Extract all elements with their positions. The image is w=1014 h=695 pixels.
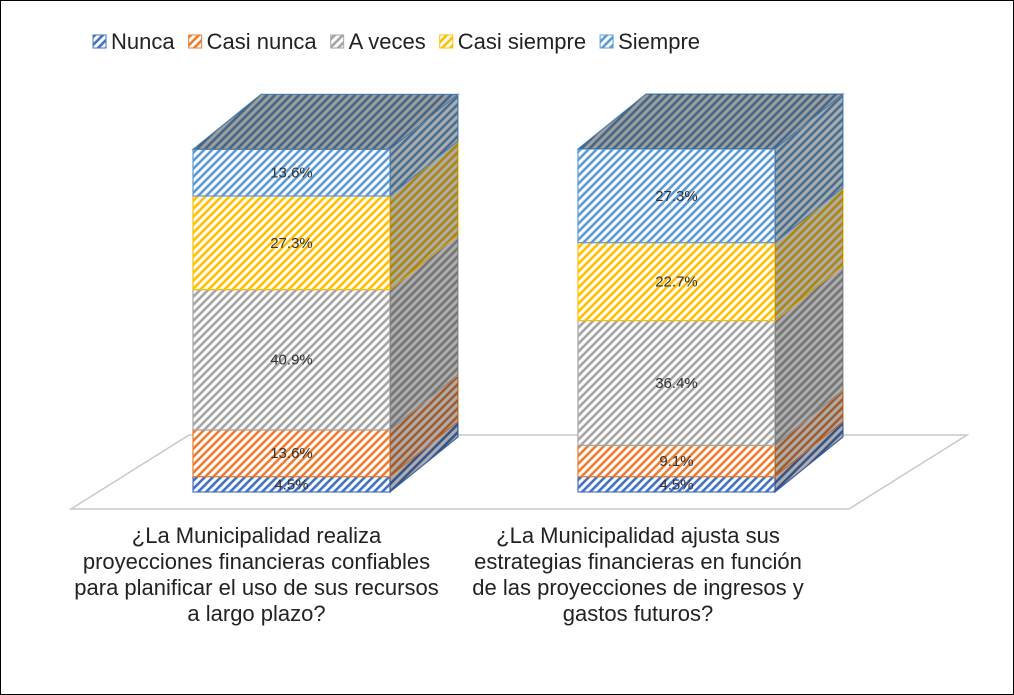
- category-label: ¿La Municipalidad realiza proyecciones f…: [74, 523, 439, 626]
- bar-top-shade: [578, 94, 843, 149]
- bar-top: [576, 93, 845, 150]
- data-label: 36.4%: [655, 375, 698, 392]
- bar-side-shade: [775, 187, 843, 321]
- bar-side-shade: [390, 421, 458, 492]
- data-label: 27.3%: [655, 188, 698, 205]
- bar-segment: [192, 195, 391, 291]
- data-label: 40.9%: [270, 352, 313, 369]
- data-label: 22.7%: [655, 274, 698, 291]
- legend-label: A veces: [349, 29, 426, 54]
- floor: [68, 434, 970, 510]
- legend-swatch: [599, 34, 614, 49]
- legend-swatch: [92, 34, 107, 49]
- legend-label: Siempre: [618, 29, 700, 54]
- legend-swatch: [439, 34, 454, 49]
- bar-segment: [192, 289, 391, 431]
- data-label: 4.5%: [659, 476, 693, 493]
- data-label: 13.6%: [270, 165, 313, 182]
- legend-label: Nunca: [111, 29, 175, 54]
- category-label: ¿La Municipalidad ajusta sus estrategias…: [472, 523, 804, 626]
- bar-side-shade: [775, 94, 843, 243]
- bar-top-shade: [193, 94, 458, 150]
- data-label: 13.6%: [270, 445, 313, 462]
- bar-side-shade: [390, 140, 458, 290]
- bar-segment: [192, 148, 391, 197]
- legend-swatch: [330, 34, 345, 49]
- bar-side-shade: [775, 390, 843, 477]
- legend-label: Casi nunca: [207, 29, 318, 54]
- data-label: 27.3%: [270, 235, 313, 252]
- data-label: 9.1%: [659, 453, 693, 470]
- data-label: 4.5%: [274, 476, 308, 493]
- bar-side-shade: [390, 374, 458, 477]
- bar-side-shade: [775, 421, 843, 492]
- legend-swatch: [188, 34, 203, 49]
- bar-segment: [577, 148, 776, 244]
- bar-side-shade: [775, 265, 843, 446]
- bar-side-shade: [390, 94, 458, 196]
- bar-segment: [192, 429, 391, 478]
- bar-segment: [577, 242, 776, 322]
- bar-side-shade: [390, 234, 458, 430]
- legend-label: Casi siempre: [458, 29, 586, 54]
- bar-top: [191, 93, 460, 150]
